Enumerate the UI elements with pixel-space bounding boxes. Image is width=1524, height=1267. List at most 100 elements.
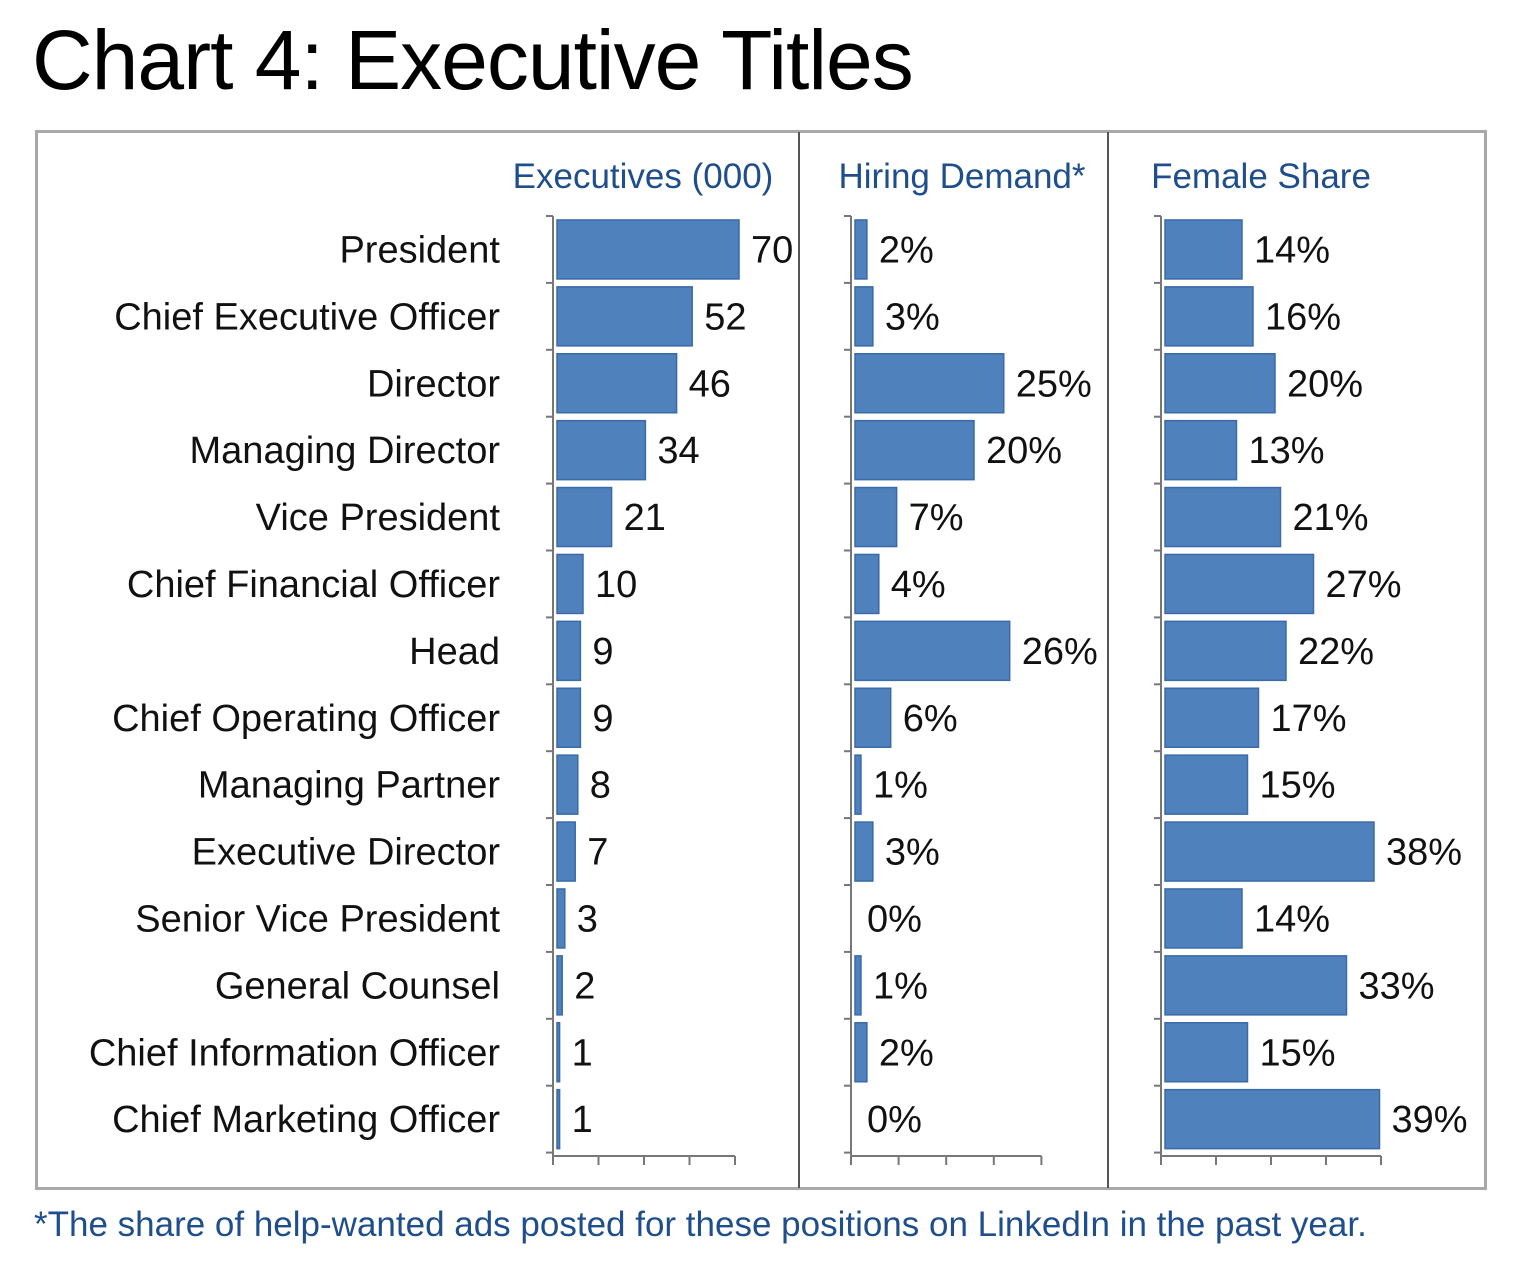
data-label: 10 <box>595 564 637 606</box>
bar <box>854 353 1005 414</box>
bar <box>556 754 579 815</box>
bar <box>1164 687 1260 748</box>
data-label: 0% <box>867 898 922 940</box>
bar <box>556 353 678 414</box>
chart-frame <box>35 130 1487 1190</box>
bar <box>1164 888 1243 949</box>
data-label: 16% <box>1265 296 1341 338</box>
category-label: Chief Financial Officer <box>127 564 500 606</box>
bar <box>854 486 898 548</box>
data-label: 3% <box>885 832 940 874</box>
data-label: 2% <box>879 229 934 271</box>
data-label: 20% <box>986 430 1062 472</box>
bar <box>1164 821 1375 882</box>
bar <box>854 1022 868 1083</box>
data-label: 7 <box>587 832 608 874</box>
data-label: 3 <box>577 898 598 940</box>
panel-title: Female Share <box>1151 157 1371 196</box>
data-label: 1% <box>873 965 928 1007</box>
data-label: 21 <box>624 497 666 539</box>
panel-title: Hiring Demand* <box>838 157 1085 196</box>
category-label: Director <box>367 363 500 405</box>
bar <box>1164 553 1315 615</box>
data-label: 46 <box>689 363 731 405</box>
data-label: 4% <box>891 564 946 606</box>
data-label: 26% <box>1022 631 1098 673</box>
data-label: 38% <box>1386 832 1462 874</box>
data-label: 9 <box>592 631 613 673</box>
category-label: Chief Marketing Officer <box>112 1099 500 1141</box>
data-label: 25% <box>1016 363 1092 405</box>
category-label: General Counsel <box>215 965 500 1007</box>
data-label: 70 <box>751 229 793 271</box>
category-label: Vice President <box>256 497 501 539</box>
bar <box>556 1088 561 1150</box>
bar <box>854 821 874 882</box>
bar <box>1164 620 1287 682</box>
bar <box>1164 955 1348 1016</box>
data-label: 1 <box>572 1032 593 1074</box>
data-label: 3% <box>885 296 940 338</box>
bar <box>556 553 584 615</box>
bar <box>556 821 576 882</box>
category-label: Chief Information Officer <box>89 1032 500 1074</box>
data-label: 20% <box>1287 363 1363 405</box>
data-label: 0% <box>867 1099 922 1141</box>
data-label: 6% <box>903 698 958 740</box>
data-label: 13% <box>1249 430 1325 472</box>
category-label: Managing Director <box>190 430 501 472</box>
bar <box>556 219 740 280</box>
bar <box>556 687 582 748</box>
data-label: 9 <box>592 698 613 740</box>
bar <box>1164 219 1243 280</box>
bar <box>1164 754 1249 815</box>
bar <box>854 687 892 748</box>
data-label: 7% <box>909 497 964 539</box>
bar <box>556 955 563 1016</box>
data-label: 14% <box>1254 898 1330 940</box>
bar <box>1164 1022 1249 1083</box>
data-label: 39% <box>1392 1099 1468 1141</box>
data-label: 17% <box>1271 698 1347 740</box>
bar <box>1164 353 1276 414</box>
data-label: 21% <box>1293 497 1369 539</box>
bar <box>1164 486 1282 548</box>
data-label: 15% <box>1260 1032 1336 1074</box>
bar <box>854 219 868 280</box>
category-label: Executive Director <box>192 832 501 874</box>
data-label: 15% <box>1260 765 1336 807</box>
data-label: 1% <box>873 765 928 807</box>
bar <box>556 620 582 682</box>
data-label: 33% <box>1359 965 1435 1007</box>
bar <box>1164 286 1254 347</box>
bar <box>556 1022 561 1083</box>
panel-title: Executives (000) <box>513 157 774 196</box>
bar <box>556 888 566 949</box>
bar <box>1164 1088 1381 1150</box>
category-label: Chief Operating Officer <box>112 698 500 740</box>
data-label: 52 <box>704 296 746 338</box>
data-label: 27% <box>1326 564 1402 606</box>
data-label: 22% <box>1298 631 1374 673</box>
bar <box>556 419 647 481</box>
category-label: Head <box>409 631 500 673</box>
bar <box>854 553 880 615</box>
category-label: Senior Vice President <box>135 898 500 940</box>
data-label: 14% <box>1254 229 1330 271</box>
bar <box>854 286 874 347</box>
bar <box>854 620 1011 682</box>
category-label: Chief Executive Officer <box>114 296 500 338</box>
chart-title: Chart 4: Executive Titles <box>32 13 914 107</box>
bar <box>854 419 975 481</box>
bar <box>854 754 862 815</box>
category-label: President <box>339 229 500 271</box>
bar <box>854 955 862 1016</box>
data-label: 34 <box>657 430 699 472</box>
footnote: *The share of help-wanted ads posted for… <box>34 1205 1367 1244</box>
category-label: Managing Partner <box>198 765 500 807</box>
data-label: 2 <box>574 965 595 1007</box>
bar <box>556 286 693 347</box>
data-label: 2% <box>879 1032 934 1074</box>
bar <box>556 486 613 548</box>
